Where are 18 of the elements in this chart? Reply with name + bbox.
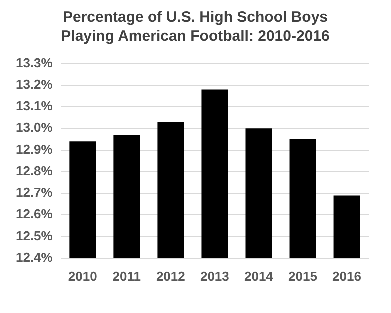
x-tick-label: 2014 — [244, 268, 274, 284]
y-tick-label: 13.2% — [16, 77, 54, 92]
y-tick-label: 13.0% — [16, 120, 54, 136]
x-tick-label: 2015 — [288, 268, 318, 284]
y-tick-label: 12.8% — [16, 163, 54, 178]
y-tick-label: 13.3% — [16, 55, 54, 70]
y-tick-label: 12.7% — [16, 185, 54, 200]
x-tick-label: 2011 — [112, 268, 141, 284]
x-tick-label: 2016 — [332, 268, 362, 284]
y-tick-label: 12.4% — [16, 250, 54, 265]
chart-title: Percentage of U.S. High School Boys Playing American Football: 2010-2016 — [60, 8, 331, 46]
y-tick-label: 12.6% — [16, 206, 54, 222]
x-tick-label: 2013 — [200, 268, 230, 284]
y-tick-label: 12.9% — [16, 142, 54, 157]
y-tick-label: 13.1% — [16, 98, 54, 114]
y-tick-label: 12.5% — [16, 228, 54, 244]
x-tick-label: 2012 — [156, 268, 186, 284]
x-tick-label: 2010 — [68, 268, 98, 284]
